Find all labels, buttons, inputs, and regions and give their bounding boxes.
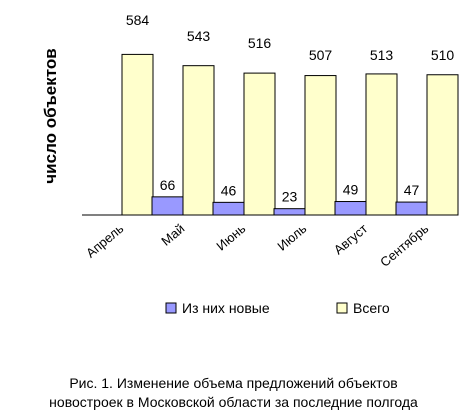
legend-label-new: Из них новые (182, 300, 270, 316)
bar-total-5 (426, 74, 459, 216)
data-label-new-2: 46 (221, 182, 237, 198)
legend: Из них новые Всего (165, 300, 390, 316)
caption-line-2: новостроек в Московской области за после… (49, 394, 418, 410)
legend-label-total: Всего (353, 300, 390, 316)
bar-total-0 (121, 53, 154, 216)
bar-chart: число объектов 584 66 543 46 516 23 507 49 513 47… (41, 12, 459, 316)
bar-new-3 (273, 208, 306, 216)
legend-swatch-total (336, 302, 348, 314)
data-label-total-2: 516 (248, 35, 272, 51)
x-tick-labels-group: Апрель Май Июнь Июль Август Сентябрь (83, 221, 432, 270)
x-tick-label-1: Май (158, 221, 187, 249)
data-label-total-4: 513 (370, 47, 394, 63)
data-label-new-1: 66 (160, 177, 176, 193)
bar-total-2 (243, 72, 276, 216)
data-label-new-4: 49 (343, 182, 359, 198)
bar-new-4 (334, 201, 367, 216)
x-tick-label-0: Апрель (83, 221, 127, 261)
bar-total-4 (365, 73, 398, 216)
x-tick-label-4: Август (331, 221, 371, 258)
figure-caption: Рис. 1. Изменение объема предложений объ… (0, 374, 467, 412)
x-tick-label-3: Июль (274, 221, 309, 254)
bars-group (82, 53, 459, 216)
caption-line-1: Рис. 1. Изменение объема предложений объ… (69, 375, 398, 391)
data-label-total-5: 510 (431, 47, 455, 63)
bar-total-1 (182, 65, 215, 216)
bar-total-3 (304, 75, 337, 216)
data-label-total-3: 507 (309, 47, 333, 63)
bar-new-1 (151, 196, 184, 216)
data-label-new-3: 23 (282, 189, 298, 205)
x-tick-label-5: Сентябрь (377, 221, 431, 270)
data-labels-group: 584 66 543 46 516 23 507 49 513 47 510 (126, 12, 455, 205)
bar-new-2 (212, 201, 245, 216)
bar-new-5 (395, 201, 428, 216)
legend-swatch-new (165, 302, 177, 314)
data-label-total-0: 584 (126, 12, 150, 28)
data-label-new-5: 47 (404, 182, 420, 198)
y-axis-label: число объектов (41, 48, 60, 183)
data-label-total-1: 543 (187, 28, 211, 44)
x-tick-label-2: Июнь (213, 221, 248, 254)
